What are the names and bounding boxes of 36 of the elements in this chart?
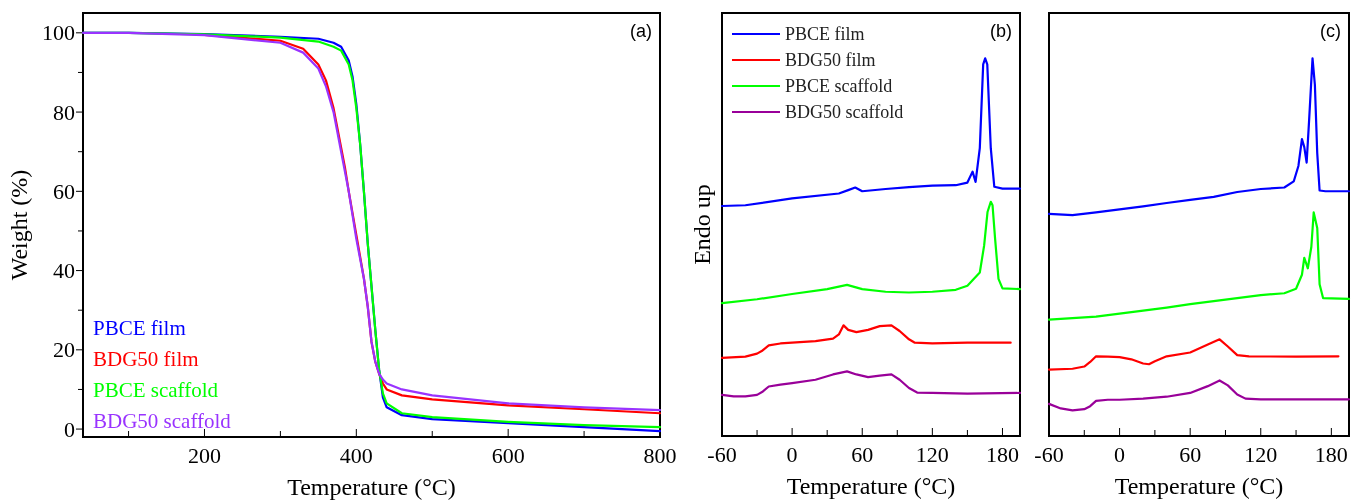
text: BDG50 film bbox=[93, 347, 199, 371]
x-tick-label: 600 bbox=[491, 443, 525, 468]
x-tick-label: 0 bbox=[786, 442, 798, 467]
x-axis-title: Temperature (°C) bbox=[786, 473, 956, 499]
x-tick-label: 0 bbox=[1114, 442, 1126, 467]
y-axis-title: Weight (%) bbox=[6, 169, 32, 281]
y-tick-label: 60 bbox=[53, 178, 75, 204]
text: (c) bbox=[1320, 21, 1341, 41]
x-tick-label: 60 bbox=[1179, 442, 1202, 467]
y-tick-label: 100 bbox=[42, 20, 75, 46]
x-tick-label: 180 bbox=[1314, 442, 1348, 467]
y-tick-label: 20 bbox=[53, 337, 75, 363]
x-tick-label: 800 bbox=[643, 443, 677, 468]
text: PBCE film bbox=[93, 316, 186, 340]
legend-label: BDG50 film bbox=[785, 50, 876, 70]
x-axis-title: Temperature (°C) bbox=[287, 474, 456, 500]
text: (b) bbox=[990, 21, 1012, 41]
legend-label: BDG50 scaffold bbox=[785, 102, 904, 122]
annotation: (a) bbox=[630, 21, 652, 41]
x-axis-title: Temperature (°C) bbox=[1114, 473, 1284, 499]
legend-label: PBCE film bbox=[785, 24, 865, 44]
text: BDG50 scaffold bbox=[93, 409, 232, 433]
text: PBCE scaffold bbox=[93, 378, 219, 402]
x-tick-label: 180 bbox=[985, 442, 1019, 467]
y-tick-label: 80 bbox=[53, 99, 75, 125]
x-tick-label: 400 bbox=[339, 443, 373, 468]
x-tick-label: 200 bbox=[187, 443, 221, 468]
x-tick-label: 60 bbox=[851, 442, 874, 467]
legend-label: PBCE scaffold bbox=[785, 76, 893, 96]
x-tick-label: 120 bbox=[915, 442, 949, 467]
y-axis-title: Endo up bbox=[689, 184, 715, 265]
y-tick-label: 40 bbox=[53, 258, 75, 284]
x-tick-label: 120 bbox=[1244, 442, 1278, 467]
x-tick-label: -60 bbox=[1034, 442, 1064, 467]
x-tick-label: -60 bbox=[707, 442, 737, 467]
y-tick-label: 0 bbox=[64, 416, 75, 442]
